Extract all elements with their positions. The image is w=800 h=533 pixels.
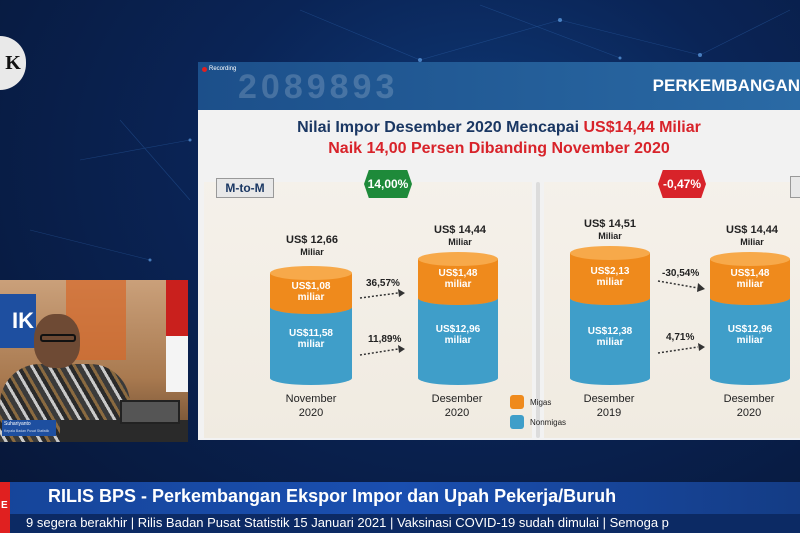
section-divider — [536, 182, 540, 438]
yoy-label-box — [790, 176, 800, 198]
cylinder-graphic — [570, 246, 650, 385]
recording-label: Recording — [209, 66, 237, 72]
nonmigas-value: US$12,38 miliar — [587, 326, 633, 348]
change-left-migas: 36,57% — [366, 278, 400, 289]
migas-value: US$1,48 miliar — [730, 268, 770, 290]
migas-value: US$2,13 miliar — [590, 266, 630, 288]
arrow-right-icon — [657, 280, 705, 292]
laptop — [120, 400, 180, 424]
nonmigas-value: US$12,96 miliar — [435, 324, 481, 346]
nonmigas-value: US$11,58 miliar — [289, 328, 333, 350]
period-label-nov-2020: November 2020 — [285, 393, 337, 419]
arrow-right-icon — [359, 345, 405, 356]
presenter-nameplate: Suhariyanto Kepala Badan Pusat Statistik — [2, 420, 56, 436]
legend-item-nonmigas: Nonmigas — [510, 412, 566, 432]
total-label-nov-2020: US$ 12,66 Miliar — [286, 234, 338, 257]
period-label-dec-2020: Desember 2020 — [431, 393, 483, 419]
legend-swatch-migas — [510, 395, 524, 409]
cylinder-graphic — [270, 266, 352, 385]
total-label-dec-2019: US$ 14,51 Miliar — [584, 218, 636, 241]
legend: Migas Nonmigas — [510, 392, 566, 432]
arrow-right-icon — [359, 289, 405, 299]
bps-logo: IK — [0, 294, 36, 348]
headline-line-1: Nilai Impor Desember 2020 Mencapai US$14… — [198, 119, 800, 137]
record-dot-icon — [202, 66, 207, 72]
news-ticker — [10, 514, 800, 533]
nonmigas-value: US$12,96 miliar — [727, 324, 773, 346]
cylinder-graphic — [418, 252, 498, 385]
mtom-label: M-to-M — [216, 178, 274, 198]
lower-third-title: RILIS BPS - Perkembangan Ekspor Impor da… — [48, 486, 617, 506]
total-label-dec-2020-yoy: US$ 14,44 Miliar — [726, 224, 778, 247]
headline-line-2: Naik 14,00 Persen Dibanding November 202… — [328, 140, 670, 157]
lower-third-banner — [0, 482, 800, 514]
presenter-video: IK — [0, 280, 188, 442]
headline-highlight: US$14,44 Miliar — [583, 119, 701, 136]
flag-red — [166, 280, 188, 336]
cylinder-nov-2020: US$1,08 miliar US$11,58 miliar — [270, 266, 352, 386]
legend-swatch-nonmigas — [510, 415, 524, 429]
slide-body: Nilai Impor Desember 2020 Mencapai US$14… — [198, 110, 800, 440]
cylinder-dec-2019: US$2,13 miliar US$12,38 miliar — [570, 246, 650, 386]
cylinder-graphic — [710, 252, 790, 385]
period-label-dec-2019: Desember 2019 — [583, 393, 635, 419]
migas-value: US$1,08 miliar — [291, 281, 331, 303]
desk — [60, 420, 188, 442]
ticker-text: 9 segera berakhir | Rilis Badan Pusat St… — [26, 515, 669, 530]
growth-badge-mtom: 14,00% — [364, 170, 412, 198]
live-tag: E — [0, 482, 10, 533]
cylinder-dec-2020: US$1,48 miliar US$12,96 miliar — [418, 252, 498, 386]
slide-header-title: PERKEMBANGAN — [652, 76, 800, 95]
change-left-nonmigas: 11,89% — [368, 334, 402, 345]
cylinder-dec-2020-yoy: US$1,48 miliar US$12,96 miliar — [710, 252, 790, 386]
slide-header: 2089893 Recording PERKEMBANGAN — [198, 62, 800, 110]
growth-badge-yoy: -0,47% — [658, 170, 706, 198]
change-right-migas: -30,54% — [662, 268, 700, 279]
arrow-right-icon — [657, 343, 705, 354]
headline-prefix: Nilai Impor Desember 2020 Mencapai — [297, 119, 584, 136]
logo-letter: K — [5, 51, 21, 74]
change-right-nonmigas: 4,71% — [666, 332, 695, 343]
total-label-dec-2020: US$ 14,44 Miliar — [434, 224, 486, 247]
flag-white — [166, 336, 188, 392]
glasses-icon — [40, 334, 76, 342]
presentation-slide: 2089893 Recording PERKEMBANGAN Nilai Imp… — [198, 62, 800, 440]
period-label-dec-2020-yoy: Desember 2020 — [723, 393, 775, 419]
header-decoration: 2089893 — [238, 68, 399, 106]
migas-value: US$1,48 miliar — [438, 268, 478, 290]
legend-item-migas: Migas — [510, 392, 566, 412]
recording-indicator: Recording — [202, 66, 236, 72]
